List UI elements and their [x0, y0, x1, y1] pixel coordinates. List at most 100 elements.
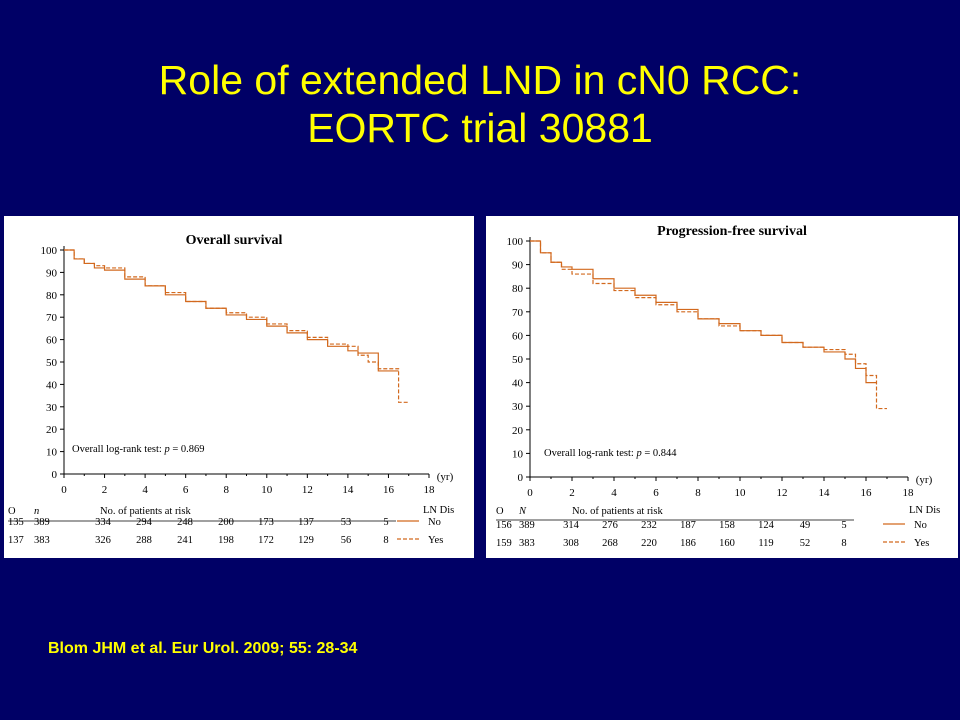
y-tick-label: 20: [512, 425, 524, 437]
y-tick-label: 100: [41, 245, 58, 257]
risk-row-n: 389: [34, 517, 50, 528]
risk-row-o: 159: [496, 538, 512, 549]
logrank-annotation: Overall log-rank test: p = 0.869: [72, 444, 204, 455]
risk-row-value: 49: [800, 520, 811, 531]
legend-label-no: No: [428, 517, 441, 528]
risk-row-value: 186: [680, 538, 696, 549]
x-tick-label: 18: [903, 487, 915, 499]
risk-row-value: 248: [177, 517, 193, 528]
legend-label-yes: Yes: [914, 538, 929, 549]
risk-row-value: 5: [841, 520, 846, 531]
y-tick-label: 80: [512, 283, 524, 295]
x-tick-label: 12: [302, 484, 313, 496]
risk-table-header: No. of patients at risk: [100, 506, 191, 517]
progression-free-survival-svg: Progression-free survival010203040506070…: [496, 224, 940, 549]
risk-row-value: 268: [602, 538, 618, 549]
x-tick-label: 14: [819, 487, 831, 499]
y-tick-label: 70: [46, 312, 58, 324]
risk-row-value: 308: [563, 538, 579, 549]
risk-row-value: 187: [680, 520, 696, 531]
risk-row-value: 334: [95, 517, 112, 528]
risk-row-value: 200: [218, 517, 234, 528]
risk-row-value: 276: [602, 520, 618, 531]
risk-row-value: 160: [719, 538, 735, 549]
risk-row-value: 119: [758, 538, 773, 549]
risk-row-value: 53: [341, 517, 352, 528]
y-tick-label: 20: [46, 424, 58, 436]
x-tick-label: 18: [424, 484, 436, 496]
x-tick-label: 2: [102, 484, 108, 496]
risk-row-value: 172: [258, 535, 274, 546]
risk-row-value: 137: [298, 517, 314, 528]
progression-free-survival-chart: Progression-free survival 0 10 20 30 40 50 60 70…: [486, 216, 958, 558]
risk-row-value: 8: [841, 538, 846, 549]
x-tick-label: 12: [777, 487, 788, 499]
risk-row-o: 156: [496, 520, 512, 531]
x-tick-label: 0: [527, 487, 533, 499]
y-tick-label: 90: [512, 260, 524, 272]
risk-row-value: 241: [177, 535, 193, 546]
risk-col-n: n: [34, 506, 39, 517]
risk-row-value: 52: [800, 538, 811, 549]
title-line-1: Role of extended LND in cN0 RCC:: [158, 57, 802, 103]
y-tick-label: 90: [46, 267, 58, 279]
y-tick-label: 10: [512, 448, 524, 460]
x-axis-label: (yr): [916, 474, 933, 486]
risk-col-o: O: [8, 506, 16, 517]
risk-row-value: 124: [758, 520, 775, 531]
chart-title: Progression-free survival: [657, 224, 807, 239]
y-tick-label: 60: [46, 335, 58, 347]
title-line-2: EORTC trial 30881: [307, 105, 653, 151]
risk-col-o: O: [496, 506, 504, 517]
x-tick-label: 8: [695, 487, 701, 499]
risk-row-n: 383: [519, 538, 535, 549]
x-tick-label: 16: [861, 487, 873, 499]
x-tick-label: 6: [653, 487, 659, 499]
y-tick-label: 40: [512, 378, 524, 390]
risk-row-value: 232: [641, 520, 657, 531]
risk-row-value: 314: [563, 520, 580, 531]
survival-curve-yes: [64, 249, 409, 403]
x-tick-label: 16: [383, 484, 395, 496]
overall-survival-svg: Overall survival 0 10 20 30 40 50 60 70 80 90 100 0 2…: [8, 233, 454, 546]
y-tick-label: 100: [507, 236, 524, 248]
x-tick-label: 14: [342, 484, 354, 496]
survival-curve-no: [530, 240, 877, 384]
x-tick-label: 4: [611, 487, 617, 499]
risk-row-o: 137: [8, 535, 24, 546]
y-tick-label: 40: [46, 379, 58, 391]
y-tick-label: 50: [46, 357, 58, 369]
chart-title: Overall survival: [186, 233, 283, 248]
risk-row-value: 294: [136, 517, 153, 528]
y-tick-label: 30: [46, 402, 58, 414]
x-tick-label: 0: [61, 484, 67, 496]
risk-row-value: 129: [298, 535, 314, 546]
legend-label-no: No: [914, 520, 927, 531]
y-tick-label: 0: [518, 472, 524, 484]
x-tick-label: 10: [261, 484, 273, 496]
y-tick-label: 50: [512, 354, 524, 366]
risk-row-value: 220: [641, 538, 657, 549]
risk-row-value: 158: [719, 520, 735, 531]
risk-row-value: 198: [218, 535, 234, 546]
risk-row-value: 8: [383, 535, 388, 546]
risk-row-value: 173: [258, 517, 274, 528]
risk-row-value: 326: [95, 535, 111, 546]
legend-title: LN Dis: [423, 505, 454, 516]
x-tick-label: 8: [223, 484, 229, 496]
y-tick-label: 80: [46, 290, 58, 302]
survival-curve-yes: [530, 240, 887, 410]
risk-row-value: 56: [341, 535, 352, 546]
risk-row-n: 383: [34, 535, 50, 546]
risk-table-header: No. of patients at risk: [572, 506, 663, 517]
y-tick-label: 10: [46, 447, 58, 459]
y-tick-label: 60: [512, 330, 524, 342]
x-tick-label: 4: [142, 484, 148, 496]
slide-title: Role of extended LND in cN0 RCC: EORTC t…: [40, 56, 920, 152]
y-tick-label: 70: [512, 307, 524, 319]
x-tick-label: 10: [735, 487, 747, 499]
risk-row-value: 5: [383, 517, 388, 528]
citation: Blom JHM et al. Eur Urol. 2009; 55: 28-3…: [48, 640, 358, 657]
risk-col-n: N: [518, 506, 527, 517]
legend-title: LN Dis: [909, 505, 940, 516]
